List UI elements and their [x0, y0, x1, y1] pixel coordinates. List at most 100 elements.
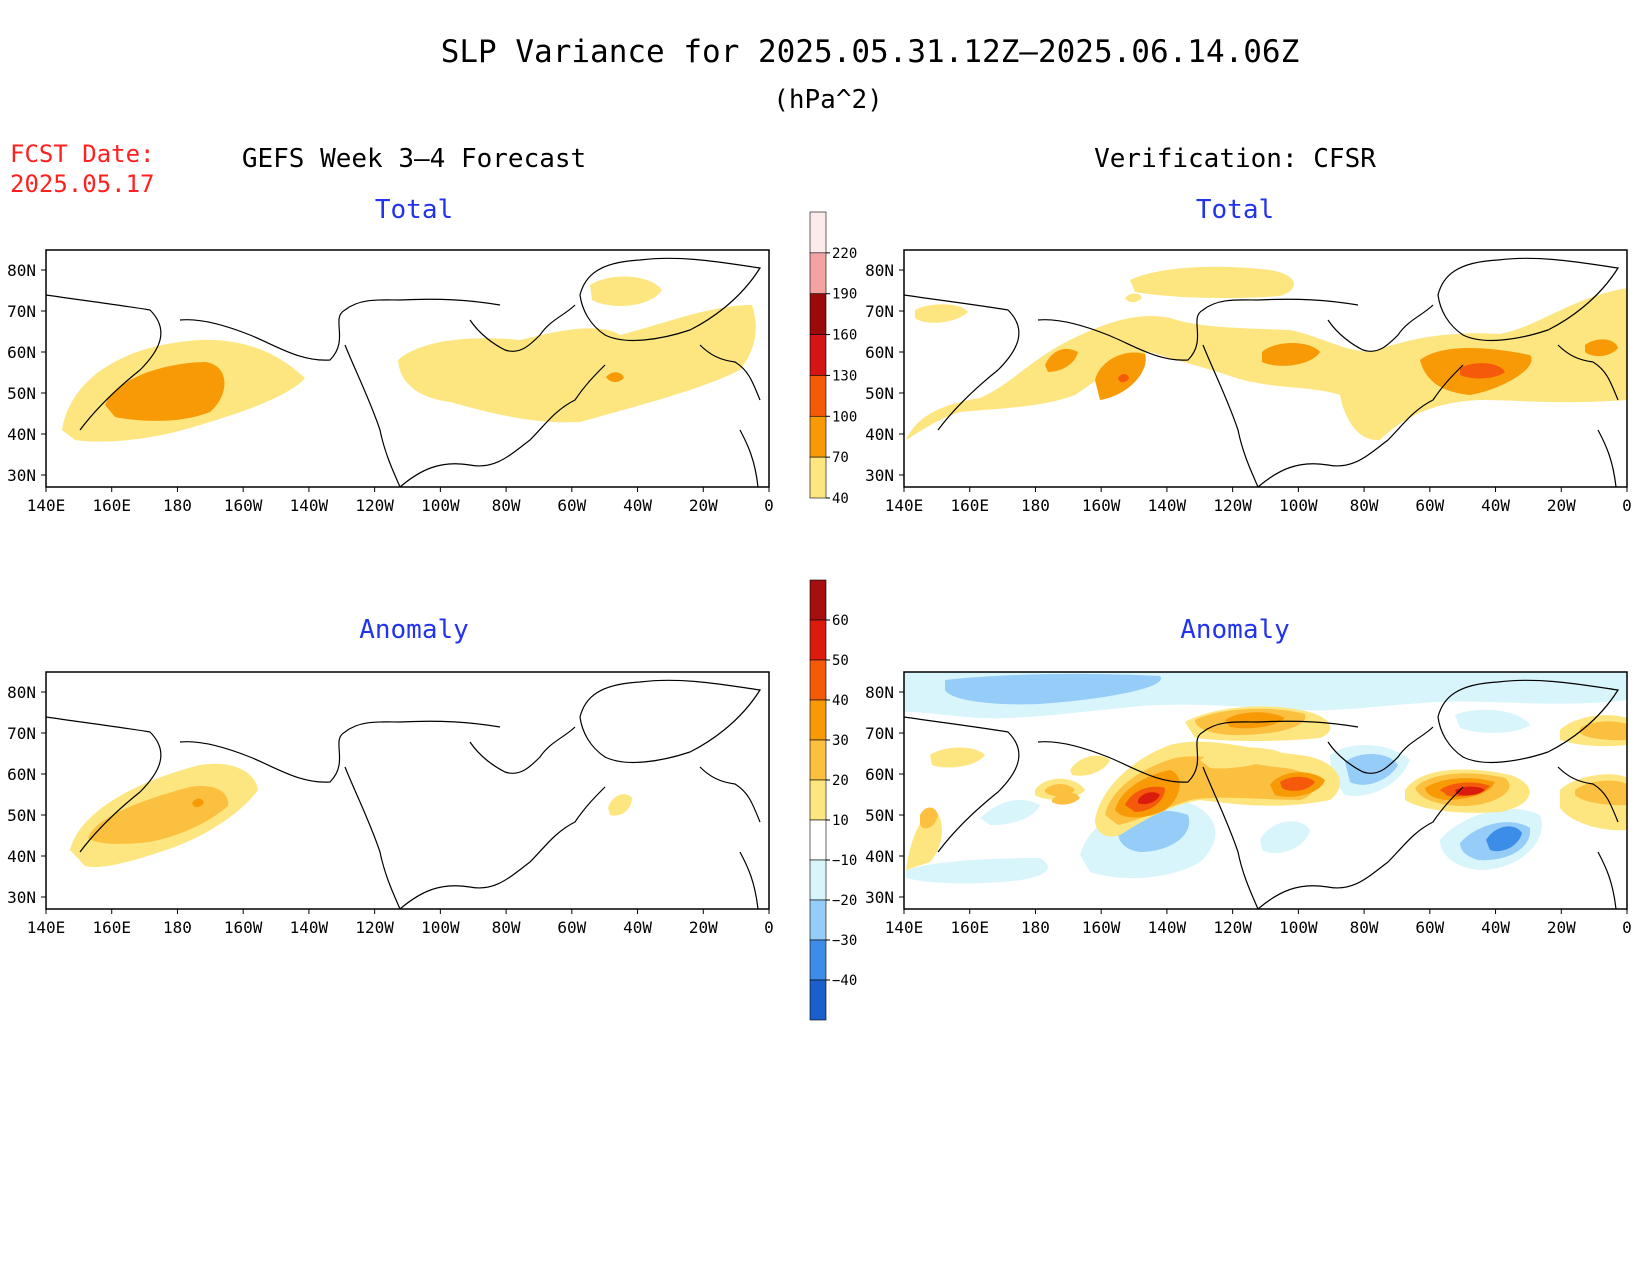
panel-title-top-left: Total [375, 195, 453, 225]
lon-tick-label: 160E [92, 918, 131, 937]
lat-tick-label: 80N [865, 261, 894, 280]
lon-tick-label: 60W [1415, 496, 1444, 515]
lat-tick-label: 80N [7, 683, 36, 702]
lon-tick-label: 160W [224, 496, 263, 515]
contour-50 [1455, 786, 1485, 796]
contour-20 [920, 807, 938, 829]
lon-tick-label: 120W [1213, 496, 1252, 515]
colorbar-label: 190 [832, 287, 857, 303]
lat-tick-label: 80N [865, 683, 894, 702]
lat-tick-label: 40N [865, 847, 894, 866]
frame-top-left [45, 249, 770, 488]
coastlines-bottom-right [904, 679, 1619, 909]
right-column-title: Verification: CFSR [1094, 144, 1376, 174]
map-verification-total [906, 266, 1627, 441]
contour-neg30 [1486, 826, 1522, 852]
colorbar-swatch [809, 859, 827, 901]
lon-tick-label: 20W [689, 496, 718, 515]
contour-40 [590, 276, 662, 306]
lon-tick-label: 140E [27, 918, 66, 937]
lon-tick-label: 160W [1082, 496, 1121, 515]
colorbar-label: 130 [832, 368, 857, 384]
lon-tick-label: 40W [623, 496, 652, 515]
contour-100 [1118, 373, 1129, 383]
lon-tick-label: 0 [1622, 918, 1632, 937]
contour-40 [1130, 266, 1294, 299]
frame-bottom-right [903, 671, 1628, 910]
colorbar-swatch [809, 252, 827, 295]
map-verification-anomaly [904, 672, 1627, 884]
lon-tick-label: 80W [492, 918, 521, 937]
lon-tick-label: 140E [885, 918, 924, 937]
lon-tick-label: 60W [557, 918, 586, 937]
lat-tick-label: 60N [865, 765, 894, 784]
lon-tick-label: 140W [1148, 496, 1187, 515]
colorbar-swatch [809, 334, 827, 376]
coastlines-top-right [904, 257, 1619, 487]
panel-title-bottom-left: Anomaly [359, 615, 469, 645]
contour-20 [1575, 780, 1627, 806]
contour-70 [1262, 343, 1320, 366]
colorbar-swatch [809, 899, 827, 941]
figure-title: SLP Variance for 2025.05.31.12Z–2025.06.… [441, 34, 1300, 70]
colorbar-label: 100 [832, 409, 857, 425]
lon-tick-label: 40W [623, 918, 652, 937]
lon-tick-label: 0 [1622, 496, 1632, 515]
lat-tick-label: 70N [865, 302, 894, 321]
lon-tick-label: 100W [421, 918, 460, 937]
lon-tick-label: 180 [163, 918, 192, 937]
colorbar-swatch [809, 659, 827, 701]
coastlines-top-left [46, 257, 761, 487]
lon-tick-label: 80W [492, 496, 521, 515]
lon-tick-label: 20W [689, 918, 718, 937]
panel-title-bottom-right: Anomaly [1180, 615, 1290, 645]
panel-title-top-right: Total [1196, 195, 1274, 225]
lon-tick-label: 0 [764, 918, 774, 937]
lon-tick-label: 160W [1082, 918, 1121, 937]
lon-tick-label: 160E [92, 496, 131, 515]
contour-40 [1125, 293, 1142, 303]
lon-tick-label: 160E [950, 496, 989, 515]
lat-tick-label: 40N [7, 425, 36, 444]
frame-top-right [903, 249, 1628, 488]
lat-tick-label: 70N [7, 724, 36, 743]
frame-bottom-left [45, 671, 770, 910]
colorbar-label: 60 [832, 613, 849, 629]
contour-70 [105, 362, 225, 421]
contour-10 [1200, 747, 1280, 769]
colorbar-label: −30 [832, 933, 857, 949]
contour-neg20 [945, 673, 1161, 705]
lon-tick-label: 40W [1481, 918, 1510, 937]
lon-tick-label: 80W [1350, 496, 1379, 515]
colorbar-swatch [809, 739, 827, 781]
lat-tick-label: 60N [865, 343, 894, 362]
lon-tick-label: 180 [1021, 496, 1050, 515]
contour-10 [608, 794, 632, 816]
units-label: (hPa^2) [773, 85, 883, 115]
lon-tick-label: 40W [1481, 496, 1510, 515]
colorbar-label: 20 [832, 773, 849, 789]
colorbar-swatch [809, 375, 827, 417]
colorbar-swatch [809, 819, 827, 861]
lon-tick-label: 100W [1279, 496, 1318, 515]
lon-tick-label: 140W [290, 918, 329, 937]
lon-tick-label: 180 [163, 496, 192, 515]
colorbar-swatch [809, 293, 827, 335]
map-forecast-anomaly [70, 763, 632, 868]
lon-tick-label: 180 [1021, 918, 1050, 937]
contour-40 [906, 288, 1627, 441]
colorbar-swatch [809, 415, 827, 458]
lat-tick-label: 30N [865, 466, 894, 485]
fcst-date-value: 2025.05.17 [10, 170, 155, 198]
lat-tick-label: 30N [865, 888, 894, 907]
fcst-date-label: FCST Date: [10, 140, 155, 168]
colorbar-label: 30 [832, 733, 849, 749]
lon-tick-label: 100W [1279, 918, 1318, 937]
colorbar-label: −10 [832, 853, 857, 869]
colorbar-swatch [809, 211, 827, 254]
lon-tick-label: 60W [1415, 918, 1444, 937]
lat-tick-label: 60N [7, 765, 36, 784]
lon-tick-label: 80W [1350, 918, 1379, 937]
lon-tick-label: 60W [557, 496, 586, 515]
